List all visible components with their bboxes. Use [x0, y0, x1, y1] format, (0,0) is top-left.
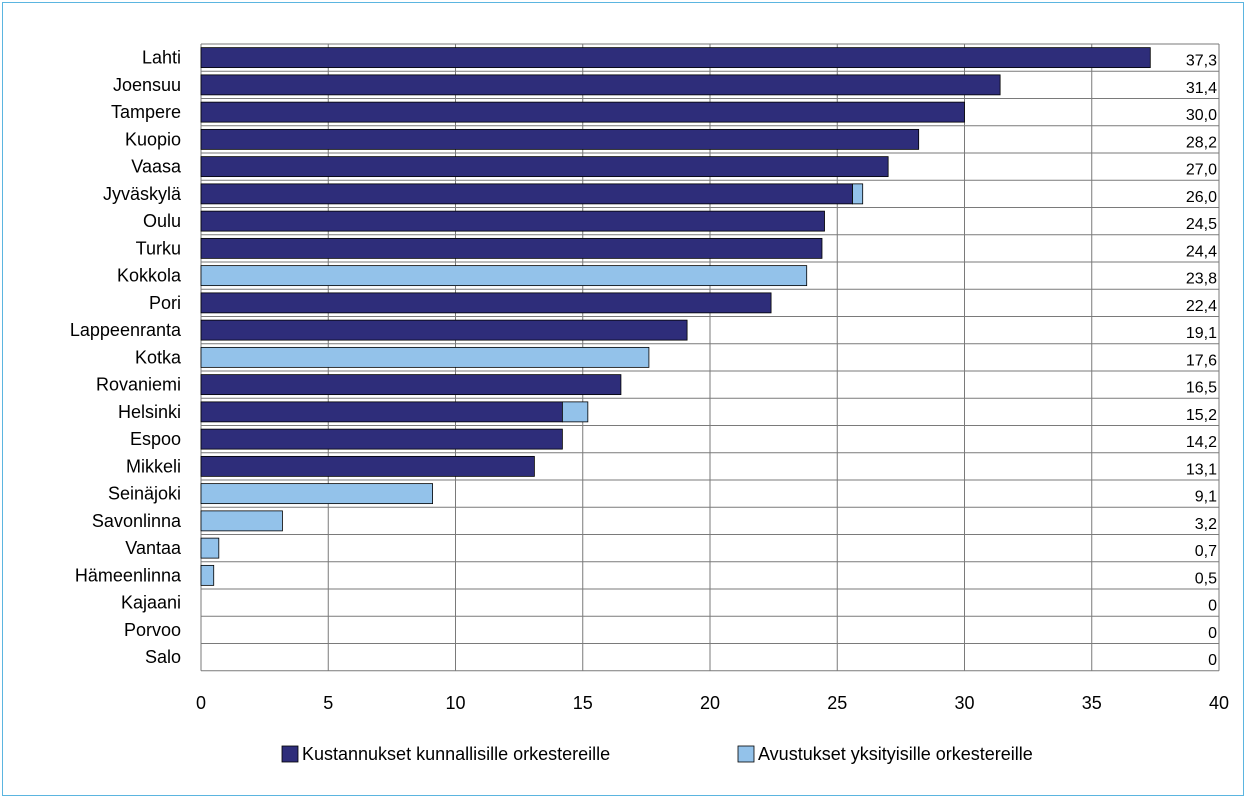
bar-private: [200, 537, 220, 559]
value-label: 27,0: [1186, 162, 1217, 179]
bar-private: [852, 183, 864, 205]
category-label: Mikkeli: [126, 456, 181, 476]
category-label: Tampere: [111, 102, 181, 122]
value-label: 26,0: [1186, 189, 1217, 206]
category-label: Kotka: [135, 347, 182, 367]
category-label: Turku: [136, 238, 181, 258]
legend-swatch: [281, 745, 299, 763]
value-label: 9,1: [1195, 489, 1217, 506]
x-tick-label: 0: [196, 693, 206, 713]
x-tick-label: 5: [323, 693, 333, 713]
value-label: 30,0: [1186, 107, 1217, 124]
x-tick-label: 35: [1082, 693, 1102, 713]
legend-item: Kustannukset kunnallisille orkestereille: [281, 744, 610, 764]
bar-municipal: [200, 237, 823, 259]
category-label: Porvoo: [124, 620, 181, 640]
x-tick-label: 10: [445, 693, 465, 713]
legend-swatch: [737, 745, 755, 763]
legend-label: Kustannukset kunnallisille orkestereille: [302, 744, 610, 764]
category-label: Espoo: [130, 429, 181, 449]
category-label: Kokkola: [117, 266, 182, 286]
bars: [200, 47, 1151, 586]
category-label: Vantaa: [125, 538, 182, 558]
legend-label: Avustukset yksityisille orkestereille: [758, 744, 1033, 764]
bar-municipal: [200, 128, 920, 150]
bar-municipal: [200, 319, 688, 341]
x-tick-label: 15: [573, 693, 593, 713]
value-label: 24,5: [1186, 216, 1217, 233]
category-label: Vaasa: [131, 157, 182, 177]
legend-item: Avustukset yksityisille orkestereille: [737, 744, 1033, 764]
value-label: 31,4: [1186, 80, 1217, 97]
bar-chart: Lahti Joensuu Tampere Kuopio Vaasa Jyväskylä O…: [70, 43, 1229, 764]
value-label: 28,2: [1186, 134, 1217, 151]
value-label: 0,5: [1195, 570, 1217, 587]
bar-private: [200, 510, 283, 532]
bar-municipal: [200, 428, 563, 450]
bar-municipal: [200, 401, 563, 423]
value-label: 19,1: [1186, 325, 1217, 342]
bar-private: [200, 564, 215, 586]
bar-municipal: [200, 455, 535, 477]
value-labels: 37,3 31,4 30,0 28,2 27,0 26,0 24,5 24,4 23,8 22,4…: [1186, 53, 1217, 670]
category-label: Salo: [145, 647, 181, 667]
bar-private: [200, 483, 433, 505]
value-label: 23,8: [1186, 271, 1217, 288]
category-label: Joensuu: [113, 75, 181, 95]
value-label: 0: [1208, 652, 1217, 669]
category-label: Rovaniemi: [96, 375, 181, 395]
value-label: 14,2: [1186, 434, 1217, 451]
bar-private: [200, 346, 650, 368]
value-label: 0: [1208, 598, 1217, 615]
value-label: 0: [1208, 625, 1217, 642]
value-label: 0,7: [1195, 543, 1217, 560]
value-label: 3,2: [1195, 516, 1217, 533]
bar-municipal: [200, 47, 1151, 69]
legend: Kustannukset kunnallisille orkestereille…: [281, 744, 1033, 764]
category-label: Helsinki: [118, 402, 181, 422]
x-tick-label: 20: [700, 693, 720, 713]
category-label: Pori: [149, 293, 181, 313]
bar-municipal: [200, 74, 1001, 96]
category-label: Lahti: [142, 48, 181, 68]
category-label: Jyväskylä: [103, 184, 182, 204]
bar-private: [200, 265, 808, 287]
category-label: Seinäjoki: [108, 484, 181, 504]
x-axis-ticks: 0 5 10 15 20 25 30 35 40: [196, 693, 1229, 713]
category-label: Kuopio: [125, 129, 181, 149]
bar-municipal: [200, 156, 889, 178]
category-label: Savonlinna: [92, 511, 182, 531]
x-tick-label: 40: [1209, 693, 1229, 713]
value-label: 17,6: [1186, 352, 1217, 369]
value-label: 15,2: [1186, 407, 1217, 424]
bar-municipal: [200, 101, 965, 123]
category-labels: Lahti Joensuu Tampere Kuopio Vaasa Jyväskylä O…: [70, 48, 182, 668]
value-label: 13,1: [1186, 461, 1217, 478]
x-tick-label: 25: [827, 693, 847, 713]
value-label: 16,5: [1186, 380, 1217, 397]
bar-private: [561, 401, 589, 423]
bar-municipal: [200, 183, 853, 205]
bar-municipal: [200, 292, 772, 314]
category-label: Hämeenlinna: [75, 565, 182, 585]
value-label: 24,4: [1186, 243, 1217, 260]
bar-municipal: [200, 374, 622, 396]
category-label: Kajaani: [121, 593, 181, 613]
value-label: 37,3: [1186, 53, 1217, 70]
x-tick-label: 30: [954, 693, 974, 713]
category-label: Oulu: [143, 211, 181, 231]
bar-municipal: [200, 210, 825, 232]
value-label: 22,4: [1186, 298, 1217, 315]
category-label: Lappeenranta: [70, 320, 182, 340]
